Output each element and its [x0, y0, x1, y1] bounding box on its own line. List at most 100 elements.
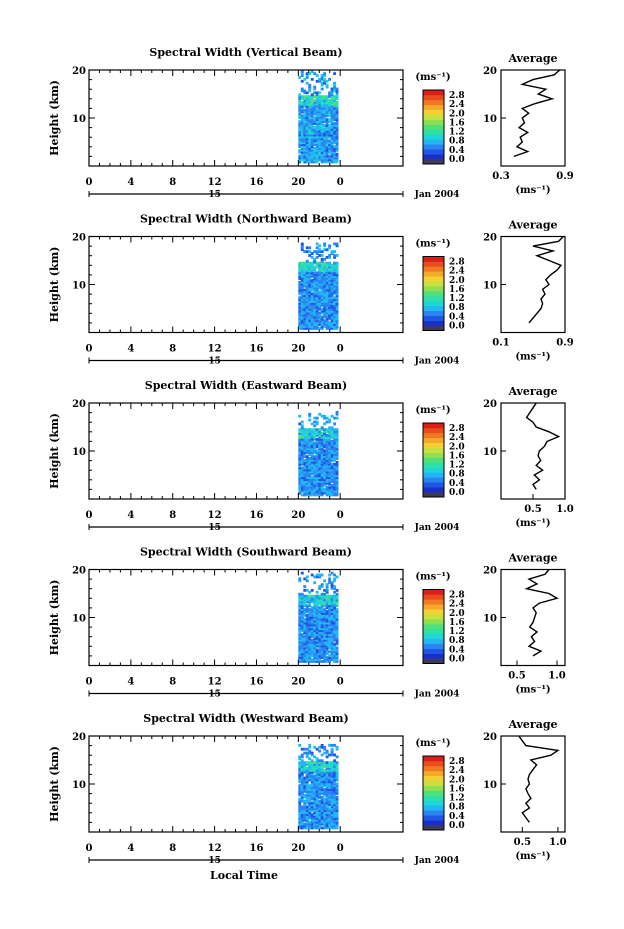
heatmap-cell	[318, 149, 322, 152]
heatmap-cell	[303, 137, 307, 141]
heatmap-cell	[305, 298, 309, 302]
heatmap-cell	[330, 483, 334, 487]
heatmap-cell	[305, 443, 309, 447]
heatmap-cell	[318, 650, 322, 654]
heatmap-cell	[328, 244, 332, 248]
heatmap-cell	[315, 118, 319, 122]
heatmap-cell	[333, 596, 337, 600]
heatmap-cell	[313, 487, 317, 491]
heatmap-cell	[333, 118, 337, 122]
heatmap-cell	[318, 476, 322, 480]
heatmap-cell	[328, 581, 332, 585]
heatmap-cell	[323, 772, 327, 776]
heatmap-cell	[330, 585, 334, 588]
heatmap-cell	[335, 430, 339, 433]
heatmap-cell	[308, 412, 312, 416]
heatmap-cell	[313, 638, 317, 642]
heatmap-cell	[328, 660, 332, 663]
heatmap-cell	[303, 588, 307, 592]
heatmap-cell	[300, 826, 304, 830]
heatmap-cell	[315, 761, 319, 765]
heatmap-cell	[308, 101, 312, 104]
heatmap-cell	[318, 778, 322, 782]
heatmap-cell	[333, 267, 337, 271]
heatmap-cell	[300, 807, 304, 811]
heatmap-cell	[318, 466, 322, 470]
heatmap-cell	[323, 631, 327, 635]
heatmap-cell	[313, 818, 317, 822]
heatmap-cell	[313, 323, 317, 326]
heatmap-cell	[315, 642, 319, 646]
heatmap-cell	[305, 774, 309, 778]
heatmap-cell	[328, 449, 332, 453]
heatmap-cell	[318, 487, 322, 491]
heatmap-cell	[323, 437, 327, 441]
colorbar-tick-label: 0.4	[449, 312, 465, 322]
heatmap-cell	[305, 644, 309, 648]
colorbar-swatch	[423, 281, 444, 287]
heatmap-cell	[310, 323, 314, 326]
heatmap-cell	[300, 307, 304, 311]
colorbar-swatch	[423, 261, 444, 267]
heatmap-cell	[305, 296, 309, 300]
heatmap-cell	[298, 321, 302, 325]
heatmap-cell	[310, 430, 314, 433]
heatmap-cell	[320, 780, 324, 784]
heatmap-cell	[320, 327, 324, 330]
heatmap-cell	[300, 778, 304, 782]
heatmap-cell	[308, 460, 312, 464]
heatmap-cell	[333, 72, 337, 75]
colorbar-swatch	[423, 129, 444, 135]
heatmap-cell	[315, 633, 319, 636]
heatmap-cell	[308, 294, 312, 298]
heatmap-cell	[330, 765, 334, 768]
heatmap-cell	[318, 493, 322, 497]
heatmap-cell	[298, 317, 302, 321]
heatmap-cell	[320, 652, 324, 656]
heatmap-cell	[305, 608, 309, 611]
panel-title: Spectral Width (Westward Beam)	[143, 712, 348, 725]
heatmap-cell	[313, 430, 317, 433]
heatmap-cell	[325, 455, 329, 458]
heatmap-cell	[330, 596, 334, 600]
heatmap-cell	[308, 793, 312, 797]
heatmap-cell	[323, 790, 327, 793]
heatmap-cell	[305, 472, 309, 476]
heatmap-cell	[335, 803, 339, 807]
heatmap-cell	[298, 602, 302, 606]
heatmap-cell	[313, 160, 317, 164]
heatmap-cell	[333, 449, 337, 453]
heatmap-cell	[330, 612, 334, 615]
heatmap-cell	[303, 585, 307, 588]
heatmap-cell	[325, 280, 329, 284]
heatmap-cell	[325, 150, 329, 154]
heatmap-cell	[320, 125, 324, 129]
heatmap-cell	[335, 464, 339, 468]
heatmap-cell	[328, 466, 332, 470]
heatmap-cell	[310, 432, 314, 435]
heatmap-cell	[320, 124, 324, 127]
heatmap-cell	[318, 640, 322, 644]
heatmap-cell	[333, 815, 337, 818]
heatmap-cell	[303, 826, 307, 830]
heatmap-cell	[325, 767, 329, 770]
heatmap-cell	[315, 491, 319, 495]
heatmap-cell	[300, 594, 304, 598]
heatmap-cell	[335, 300, 339, 303]
colorbar-swatch	[423, 295, 444, 302]
heatmap-cell	[315, 640, 319, 644]
heatmap-cell	[298, 600, 302, 604]
heatmap-cell	[305, 271, 309, 275]
heatmap-cell	[300, 658, 304, 661]
heatmap-cell	[313, 420, 317, 424]
heatmap-cell	[335, 772, 339, 776]
heatmap-cell	[330, 303, 334, 307]
heatmap-cell	[328, 127, 332, 131]
heatmap-cell	[325, 302, 329, 305]
heatmap-cell	[325, 474, 329, 478]
heatmap-cell	[315, 298, 319, 302]
heatmap-cell	[323, 143, 327, 147]
heatmap-cell	[325, 135, 329, 139]
heatmap-cell	[330, 791, 334, 795]
heatmap-cell	[300, 129, 304, 133]
